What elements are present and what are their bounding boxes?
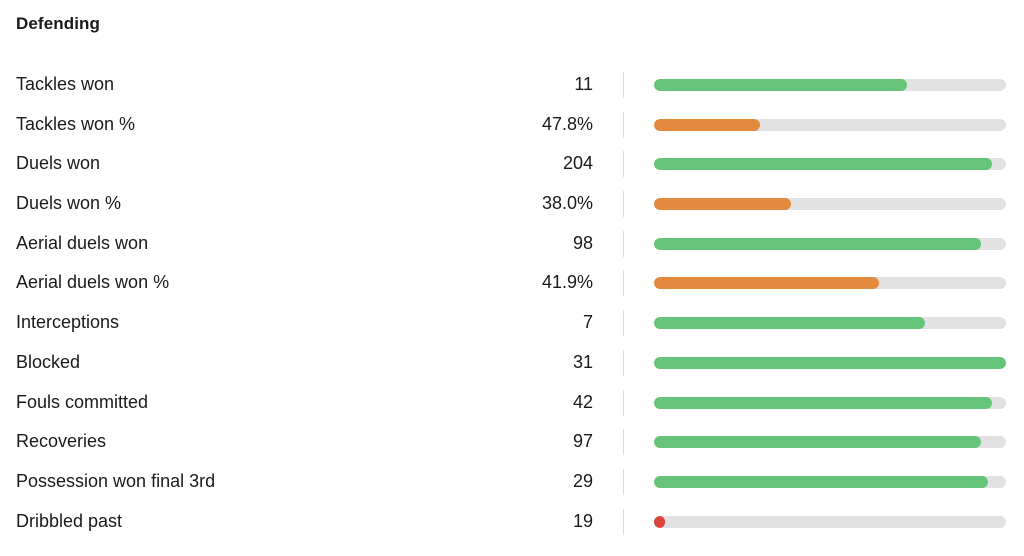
- stat-divider: [623, 230, 624, 257]
- stat-label: Interceptions: [16, 312, 120, 333]
- percentile-track: [654, 79, 1006, 91]
- stat-value: 42: [572, 391, 593, 412]
- percentile-track: [654, 475, 1006, 488]
- stat-label: Blocked: [16, 351, 81, 372]
- stat-divider: [623, 310, 624, 337]
- percentile-bar: [654, 515, 665, 528]
- stat-row-recoveries: Recoveries 97: [0, 422, 1024, 462]
- stat-label: Recoveries: [16, 431, 107, 452]
- stat-label: Tackles won: [16, 74, 115, 94]
- percentile-track: [654, 277, 1006, 290]
- stat-value: 31: [572, 351, 593, 372]
- stat-row-dribbled-past: Dribbled past 19: [0, 502, 1024, 542]
- percentile-track: [654, 396, 1006, 409]
- stat-value: 204: [562, 153, 593, 174]
- stat-divider: [623, 429, 624, 456]
- stats-list: Tackles won 11 Tackles won % 47.8% Duels…: [0, 65, 1024, 541]
- stat-divider: [623, 111, 624, 138]
- stat-value: 98: [572, 232, 593, 253]
- stat-row-blocked: Blocked 31: [0, 343, 1024, 383]
- stat-row-tackles-won-pct: Tackles won % 47.8%: [0, 105, 1024, 145]
- stat-divider: [623, 191, 624, 218]
- stat-value: 19: [572, 510, 593, 531]
- stat-label: Dribbled past: [16, 510, 123, 531]
- stat-row-possession-won-final-3rd: Possession won final 3rd 29: [0, 462, 1024, 502]
- percentile-track: [654, 356, 1006, 369]
- stat-row-fouls-committed: Fouls committed 42: [0, 383, 1024, 423]
- percentile-bar: [654, 356, 1006, 369]
- percentile-bar: [654, 277, 879, 290]
- stat-label: Tackles won %: [16, 113, 136, 134]
- percentile-bar: [654, 436, 981, 449]
- stat-divider: [623, 72, 624, 98]
- percentile-bar: [654, 158, 992, 171]
- stat-row-interceptions: Interceptions 7: [0, 303, 1024, 343]
- percentile-track: [654, 198, 1006, 211]
- stat-divider: [623, 270, 624, 297]
- stat-label: Duels won %: [16, 193, 122, 214]
- percentile-track: [654, 515, 1006, 528]
- percentile-bar: [654, 198, 791, 211]
- stat-value: 11: [574, 74, 593, 94]
- percentile-track: [654, 317, 1006, 330]
- percentile-bar: [654, 317, 925, 330]
- percentile-track: [654, 237, 1006, 250]
- stat-row-tackles-won: Tackles won 11: [0, 65, 1024, 105]
- stat-value: 7: [582, 312, 593, 333]
- stat-value: 47.8%: [541, 113, 593, 134]
- stat-value: 41.9%: [541, 272, 593, 293]
- stat-row-aerial-duels-won: Aerial duels won 98: [0, 224, 1024, 264]
- stat-row-duels-won-pct: Duels won % 38.0%: [0, 184, 1024, 224]
- stat-value: 38.0%: [541, 193, 593, 214]
- section-title: Defending: [16, 14, 101, 33]
- stat-row-aerial-duels-won-pct: Aerial duels won % 41.9%: [0, 263, 1024, 303]
- stat-divider: [623, 389, 624, 416]
- stat-divider: [623, 349, 624, 376]
- stat-divider: [623, 468, 624, 495]
- stat-label: Possession won final 3rd: [16, 470, 216, 491]
- stat-value: 97: [572, 431, 593, 452]
- percentile-bar: [654, 396, 992, 409]
- stat-row-duels-won: Duels won 204: [0, 144, 1024, 184]
- stat-label: Duels won: [16, 153, 101, 174]
- percentile-track: [654, 436, 1006, 449]
- percentile-bar: [654, 475, 988, 488]
- percentile-bar: [654, 79, 907, 91]
- percentile-bar: [654, 118, 760, 131]
- percentile-track: [654, 158, 1006, 171]
- percentile-track: [654, 118, 1006, 131]
- stat-label: Aerial duels won: [16, 232, 149, 253]
- stat-label: Aerial duels won %: [16, 272, 170, 293]
- stat-divider: [623, 151, 624, 178]
- stat-value: 29: [572, 470, 593, 491]
- stat-divider: [623, 508, 624, 535]
- stat-label: Fouls committed: [16, 391, 149, 412]
- percentile-bar: [654, 237, 981, 250]
